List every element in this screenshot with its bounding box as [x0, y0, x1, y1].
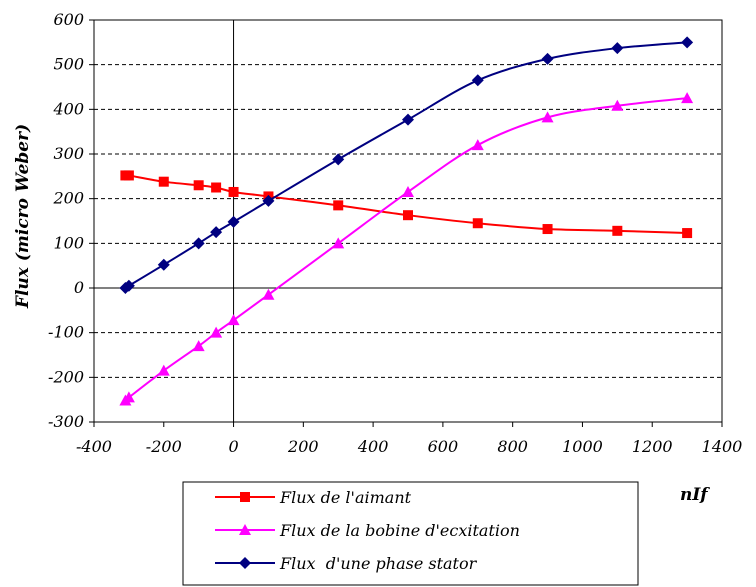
data-point	[228, 186, 239, 197]
legend-swatch-marker	[239, 557, 251, 569]
x-tick-label: 1200	[632, 437, 673, 456]
data-point	[210, 326, 223, 338]
data-point	[157, 364, 170, 376]
y-tick-label: 600	[53, 10, 84, 29]
data-point	[471, 74, 484, 87]
data-point	[192, 237, 205, 250]
data-point	[122, 391, 135, 403]
legend-label: Flux de la bobine d'ecxitation	[279, 521, 520, 540]
y-tick-labels: -300 -200 -100 0 100 200 300 400 500 600	[48, 10, 84, 431]
data-point	[332, 153, 345, 166]
data-point	[402, 113, 414, 126]
data-point	[612, 225, 623, 236]
data-point	[227, 215, 240, 228]
y-axis-title: Flux (micro Weber)	[13, 124, 33, 309]
y-tick-label: 400	[52, 99, 84, 118]
x-axis-title: nIf	[680, 485, 710, 505]
y-tick-label: 100	[53, 233, 84, 252]
y-tick-label: 0	[74, 278, 84, 297]
x-tick-label: -200	[146, 437, 182, 456]
data-point	[262, 288, 275, 300]
series-3	[119, 36, 694, 294]
x-tick-label: 200	[287, 437, 319, 456]
x-tick-label: 800	[497, 437, 528, 456]
data-point	[123, 170, 134, 181]
data-point	[122, 279, 135, 292]
legend-swatch-marker	[239, 524, 251, 535]
data-point	[332, 237, 345, 249]
data-point	[542, 224, 553, 235]
series-layer	[119, 36, 694, 406]
data-point	[681, 92, 694, 104]
data-point	[403, 210, 413, 221]
y-tick-label: 300	[53, 144, 84, 163]
legend-label: Flux d'une phase stator	[279, 554, 478, 573]
y-tick-label: 200	[52, 189, 84, 208]
x-tick-label: -400	[76, 437, 112, 456]
data-point	[681, 36, 694, 49]
x-tick-label: 1400	[702, 437, 743, 456]
plot-area	[93, 19, 723, 423]
data-point	[472, 218, 483, 229]
data-point	[402, 185, 414, 197]
x-tick-label: 1000	[562, 437, 603, 456]
x-tick-labels: -400 -200 0 200 400 600 800 1000 1200 1400	[76, 437, 742, 456]
legend: Flux de l'aimant Flux de la bobine d'ecxi…	[182, 481, 639, 586]
data-point	[210, 226, 223, 239]
series-2	[119, 92, 694, 406]
data-point	[541, 52, 554, 65]
legend-item: Flux d'une phase stator	[215, 554, 478, 573]
data-point	[192, 340, 205, 352]
x-tick-label: 400	[357, 437, 389, 456]
y-tick-label: -300	[48, 412, 84, 431]
x-tick-label: 0	[228, 437, 238, 456]
x-tick-label: 600	[428, 437, 459, 456]
y-tick-label: 500	[53, 55, 84, 74]
data-point	[541, 111, 554, 123]
y-tick-label: -100	[48, 323, 84, 342]
data-point	[471, 139, 484, 151]
data-point	[682, 228, 693, 239]
series-1	[120, 170, 693, 239]
data-point	[158, 176, 169, 187]
legend-item: Flux de la bobine d'ecxitation	[215, 521, 520, 540]
data-point	[193, 180, 204, 191]
data-point	[262, 194, 275, 207]
data-point	[157, 258, 170, 271]
data-point	[227, 314, 240, 326]
legend-box	[182, 481, 639, 586]
data-point	[333, 200, 344, 211]
y-tick-label: -200	[48, 367, 84, 386]
legend-swatch-marker	[240, 492, 250, 502]
data-point	[211, 182, 222, 193]
data-point	[611, 42, 624, 55]
legend-item: Flux de l'aimant	[215, 488, 412, 507]
data-point	[611, 99, 624, 111]
legend-label: Flux de l'aimant	[279, 488, 412, 507]
